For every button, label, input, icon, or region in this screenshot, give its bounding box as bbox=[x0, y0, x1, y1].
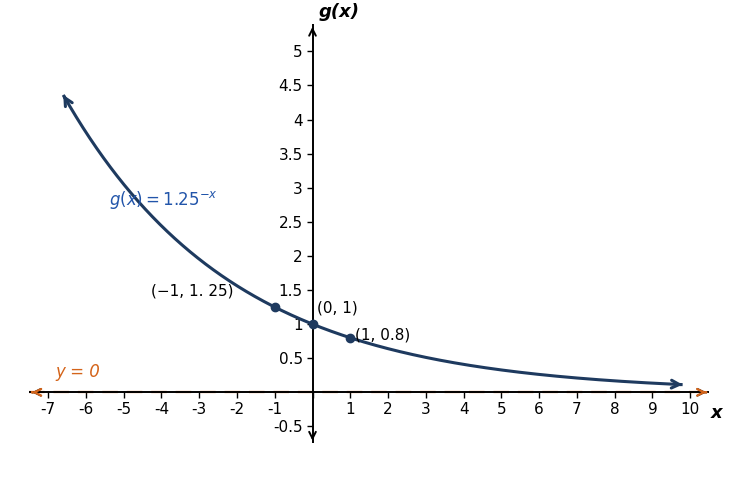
Text: y = 0: y = 0 bbox=[56, 363, 101, 381]
Text: g(x): g(x) bbox=[318, 3, 359, 21]
Text: (0, 1): (0, 1) bbox=[317, 300, 357, 315]
Text: $g(x) = 1.25^{-x}$: $g(x) = 1.25^{-x}$ bbox=[108, 189, 217, 211]
Text: (1, 0.8): (1, 0.8) bbox=[355, 328, 410, 343]
Text: x: x bbox=[711, 404, 722, 422]
Text: (−1, 1. 25): (−1, 1. 25) bbox=[151, 283, 233, 298]
